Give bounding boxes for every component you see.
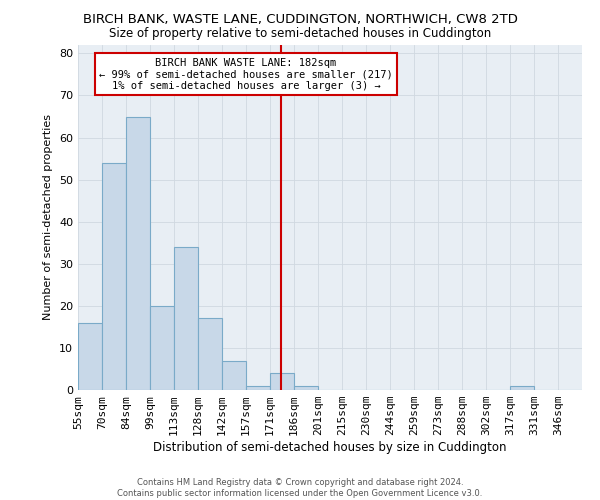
Text: Contains HM Land Registry data © Crown copyright and database right 2024.
Contai: Contains HM Land Registry data © Crown c… [118, 478, 482, 498]
Bar [102, 163, 126, 390]
X-axis label: Distribution of semi-detached houses by size in Cuddington: Distribution of semi-detached houses by … [153, 441, 507, 454]
Bar [222, 360, 246, 390]
Y-axis label: Number of semi-detached properties: Number of semi-detached properties [43, 114, 53, 320]
Bar [294, 386, 318, 390]
Text: Size of property relative to semi-detached houses in Cuddington: Size of property relative to semi-detach… [109, 28, 491, 40]
Bar [246, 386, 270, 390]
Bar [150, 306, 174, 390]
Text: BIRCH BANK, WASTE LANE, CUDDINGTON, NORTHWICH, CW8 2TD: BIRCH BANK, WASTE LANE, CUDDINGTON, NORT… [83, 12, 517, 26]
Bar [78, 322, 102, 390]
Bar [198, 318, 222, 390]
Bar [510, 386, 534, 390]
Bar [126, 116, 150, 390]
Bar [174, 247, 198, 390]
Bar [270, 373, 294, 390]
Text: BIRCH BANK WASTE LANE: 182sqm
← 99% of semi-detached houses are smaller (217)
1%: BIRCH BANK WASTE LANE: 182sqm ← 99% of s… [99, 58, 393, 91]
